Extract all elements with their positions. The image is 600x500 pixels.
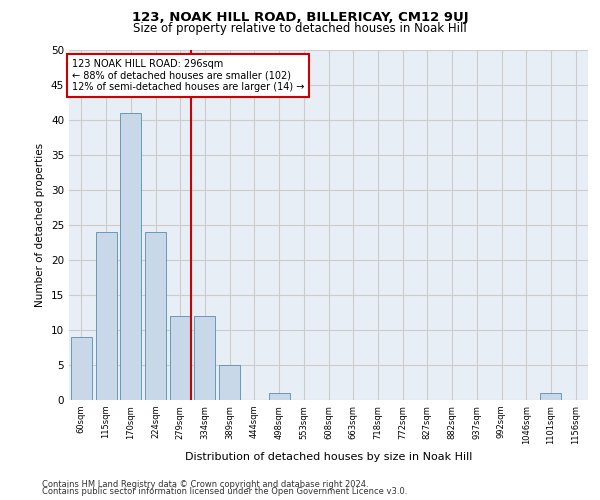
Text: Contains public sector information licensed under the Open Government Licence v3: Contains public sector information licen… bbox=[42, 488, 407, 496]
Bar bbox=[170, 316, 191, 400]
Text: Contains HM Land Registry data © Crown copyright and database right 2024.: Contains HM Land Registry data © Crown c… bbox=[42, 480, 368, 489]
Bar bbox=[194, 316, 215, 400]
X-axis label: Distribution of detached houses by size in Noak Hill: Distribution of detached houses by size … bbox=[185, 452, 472, 462]
Bar bbox=[541, 393, 562, 400]
Bar bbox=[120, 113, 141, 400]
Bar bbox=[71, 337, 92, 400]
Bar bbox=[145, 232, 166, 400]
Y-axis label: Number of detached properties: Number of detached properties bbox=[35, 143, 46, 307]
Bar bbox=[95, 232, 116, 400]
Bar bbox=[269, 393, 290, 400]
Bar bbox=[219, 365, 240, 400]
Text: 123 NOAK HILL ROAD: 296sqm
← 88% of detached houses are smaller (102)
12% of sem: 123 NOAK HILL ROAD: 296sqm ← 88% of deta… bbox=[71, 59, 304, 92]
Text: 123, NOAK HILL ROAD, BILLERICAY, CM12 9UJ: 123, NOAK HILL ROAD, BILLERICAY, CM12 9U… bbox=[131, 11, 469, 24]
Text: Size of property relative to detached houses in Noak Hill: Size of property relative to detached ho… bbox=[133, 22, 467, 35]
